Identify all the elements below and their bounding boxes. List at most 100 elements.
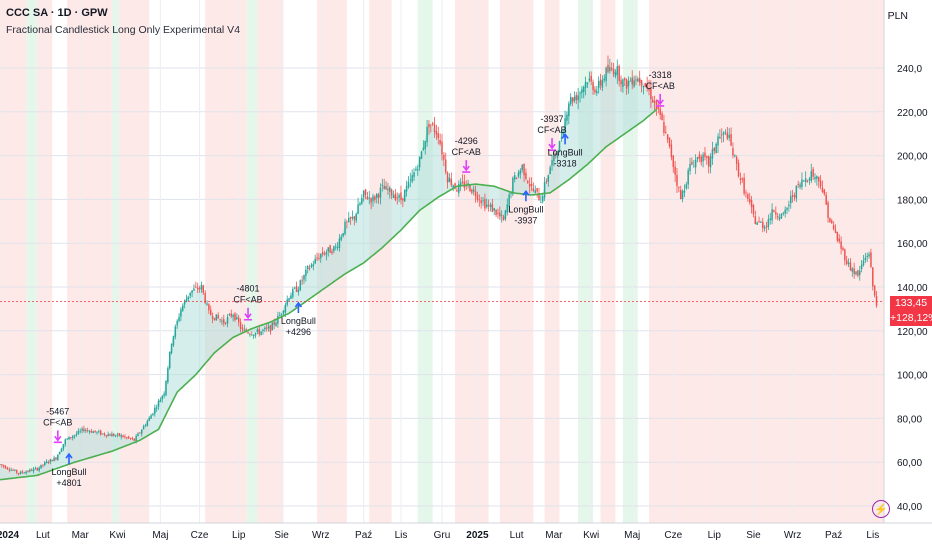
- candle-body: [34, 468, 37, 469]
- candle-body: [385, 186, 387, 190]
- candle-body: [795, 185, 798, 199]
- candle-body: [348, 217, 350, 223]
- candle-body: [273, 321, 275, 325]
- candle-body: [644, 83, 647, 87]
- candle-body: [409, 179, 412, 181]
- candle-body: [208, 304, 210, 311]
- background-band: [455, 0, 489, 523]
- candle-body: [838, 238, 840, 242]
- x-tick-label: Lut: [510, 530, 524, 541]
- candle-body: [467, 183, 469, 185]
- candle-body: [426, 126, 428, 143]
- candle-body: [239, 322, 242, 329]
- candle-body: [344, 221, 346, 235]
- candle-body: [374, 196, 376, 200]
- candle-body: [66, 438, 68, 440]
- x-tick-label: Kwi: [109, 530, 125, 541]
- y-axis[interactable]: 40,00 60,00 80,00 100,00 120,00 140,00 160,00 1…: [883, 0, 928, 523]
- candle-body: [706, 156, 708, 159]
- candle-body: [849, 262, 852, 271]
- candle-body: [271, 322, 274, 331]
- candle-body: [355, 213, 357, 221]
- candle-body: [42, 464, 44, 466]
- candle-body: [495, 209, 497, 216]
- candle-body: [96, 431, 98, 433]
- candle-body: [316, 257, 318, 259]
- candle-body: [114, 435, 117, 437]
- exit-arrow-icon: [244, 307, 253, 321]
- candle-body: [297, 289, 300, 293]
- candle-body: [349, 216, 352, 219]
- x-tick-label: Lip: [708, 530, 722, 541]
- candle-body: [8, 469, 11, 471]
- candle-body: [853, 268, 855, 274]
- candle-body: [165, 380, 167, 396]
- candle-body: [646, 83, 648, 89]
- candle-body: [732, 148, 734, 156]
- candle-body: [752, 205, 755, 215]
- x-tick-label: Sie: [746, 530, 761, 541]
- candle-body: [284, 304, 287, 313]
- candle-body: [609, 67, 611, 71]
- candle-body: [277, 315, 279, 324]
- candle-body: [754, 216, 757, 225]
- x-axis[interactable]: 2024 Lut Mar Kwi Maj Cze Lip Sie Wrz Paź Lis Gru 202…: [0, 522, 932, 541]
- entry-arrow-icon: [522, 189, 530, 202]
- candle-body: [500, 215, 503, 217]
- candle-body: [444, 159, 447, 173]
- candle-body: [292, 289, 294, 297]
- candle-body: [851, 268, 854, 272]
- last-price-change: +128,12%: [890, 312, 932, 324]
- candle-body: [6, 468, 9, 469]
- candle-body: [217, 315, 219, 319]
- candle-body: [696, 157, 699, 160]
- candle-body: [161, 396, 164, 400]
- candle-body: [439, 139, 441, 144]
- candle-body: [357, 204, 359, 214]
- candle-body: [361, 197, 363, 204]
- candle-body: [430, 124, 432, 126]
- candle-body: [674, 166, 676, 175]
- candle-body: [113, 433, 115, 436]
- candle-body: [814, 177, 816, 180]
- candle-body: [260, 331, 262, 335]
- candle-body: [812, 169, 814, 177]
- symbol-title[interactable]: CCC SA · 1D · GPW: [6, 7, 108, 19]
- candle-body: [127, 436, 130, 439]
- candle-body: [581, 89, 583, 93]
- candle-body: [150, 415, 152, 419]
- candle-body: [476, 195, 479, 200]
- candle-body: [823, 189, 826, 195]
- exit-arrow-icon: [656, 93, 665, 107]
- candle-body: [719, 136, 721, 139]
- candle-body: [275, 322, 277, 327]
- y-tick-label: 60,00: [897, 458, 922, 469]
- candle-body: [566, 114, 568, 121]
- candle-body: [403, 189, 406, 202]
- y-tick-label: 180,00: [897, 195, 928, 206]
- candle-body: [137, 433, 139, 437]
- candle-body: [142, 426, 145, 430]
- candle-body: [801, 179, 803, 187]
- candle-body: [299, 280, 302, 291]
- candle-body: [665, 132, 667, 133]
- ma-fill-area: [0, 68, 657, 480]
- lightning-icon[interactable]: ⚡: [872, 500, 890, 518]
- candle-body: [351, 216, 354, 219]
- candle-body: [293, 287, 296, 289]
- signals: -5467CF<ABLongBull+4801-4801CF<ABLongBul…: [43, 70, 675, 488]
- indicator-title[interactable]: Fractional Candlestick Long Only Experim…: [6, 24, 241, 36]
- candle-body: [493, 208, 495, 211]
- candle-body: [842, 247, 844, 250]
- candle-body: [280, 313, 283, 315]
- signal-value: -3937: [541, 114, 564, 124]
- candle-body: [359, 203, 361, 205]
- candle-body: [155, 407, 158, 409]
- candle-body: [762, 221, 764, 229]
- candle-body: [527, 180, 529, 183]
- candle-body: [16, 469, 18, 473]
- candle-body: [198, 287, 201, 289]
- candle-body: [29, 469, 31, 472]
- candle-body: [413, 172, 415, 177]
